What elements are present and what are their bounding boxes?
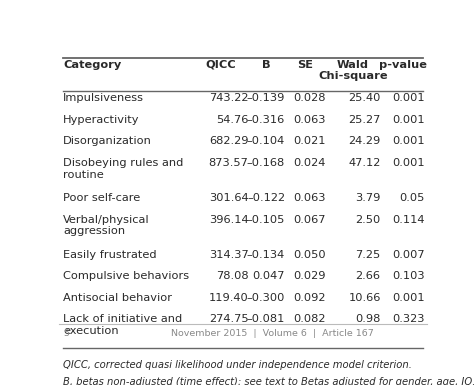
Text: 0.063: 0.063: [293, 193, 326, 203]
Text: 0.001: 0.001: [392, 93, 425, 103]
Text: 0.092: 0.092: [293, 293, 326, 303]
Text: Disobeying rules and
routine: Disobeying rules and routine: [63, 158, 183, 179]
Text: p-value: p-value: [379, 60, 427, 70]
Text: 0.028: 0.028: [293, 93, 326, 103]
Text: –0.168: –0.168: [247, 158, 285, 168]
Text: 0.050: 0.050: [293, 249, 326, 259]
Text: 314.37: 314.37: [209, 249, 248, 259]
Text: 274.75: 274.75: [209, 315, 248, 325]
Text: Easily frustrated: Easily frustrated: [63, 249, 156, 259]
Text: 78.08: 78.08: [216, 271, 248, 281]
Text: –0.300: –0.300: [247, 293, 285, 303]
Text: 3.79: 3.79: [356, 193, 381, 203]
Text: 0.98: 0.98: [356, 315, 381, 325]
Text: SE: SE: [297, 60, 313, 70]
Text: 0.323: 0.323: [392, 315, 425, 325]
Text: 2.66: 2.66: [356, 271, 381, 281]
Text: 2.50: 2.50: [356, 214, 381, 224]
Text: 119.40: 119.40: [209, 293, 248, 303]
Text: 0.021: 0.021: [293, 136, 326, 146]
Text: Verbal/physical
aggression: Verbal/physical aggression: [63, 214, 150, 236]
Text: –0.122: –0.122: [247, 193, 285, 203]
Text: 0.047: 0.047: [253, 271, 285, 281]
Text: Disorganization: Disorganization: [63, 136, 152, 146]
Text: 0.001: 0.001: [392, 293, 425, 303]
Text: 0.103: 0.103: [392, 271, 425, 281]
Text: 873.57: 873.57: [209, 158, 248, 168]
Text: 0.082: 0.082: [293, 315, 326, 325]
Text: –0.105: –0.105: [247, 214, 285, 224]
Text: Antisocial behavior: Antisocial behavior: [63, 293, 172, 303]
Text: 10.66: 10.66: [348, 293, 381, 303]
Text: 0.001: 0.001: [392, 158, 425, 168]
Text: –0.134: –0.134: [247, 249, 285, 259]
Text: 7.25: 7.25: [356, 249, 381, 259]
Text: 0.024: 0.024: [293, 158, 326, 168]
Text: 0.007: 0.007: [392, 249, 425, 259]
Text: Impulsiveness: Impulsiveness: [63, 93, 144, 103]
Text: 396.14: 396.14: [209, 214, 248, 224]
Text: QICC, corrected quasi likelihood under independence model criterion.: QICC, corrected quasi likelihood under i…: [63, 360, 412, 370]
Text: B: B: [263, 60, 271, 70]
Text: 5: 5: [63, 329, 69, 338]
Text: Lack of initiative and
execution: Lack of initiative and execution: [63, 315, 182, 336]
Text: 682.29: 682.29: [209, 136, 248, 146]
Text: 301.64: 301.64: [209, 193, 248, 203]
Text: QICC: QICC: [206, 60, 236, 70]
Text: Compulsive behaviors: Compulsive behaviors: [63, 271, 189, 281]
Text: Poor self-care: Poor self-care: [63, 193, 140, 203]
Text: 0.05: 0.05: [400, 193, 425, 203]
Text: 24.29: 24.29: [348, 136, 381, 146]
Text: 0.001: 0.001: [392, 115, 425, 125]
Text: 0.063: 0.063: [293, 115, 326, 125]
Text: B, betas non-adjusted (time effect); see text to Betas adjusted for gender, age,: B, betas non-adjusted (time effect); see…: [63, 377, 474, 385]
Text: 47.12: 47.12: [348, 158, 381, 168]
Text: 0.029: 0.029: [293, 271, 326, 281]
Text: 25.40: 25.40: [348, 93, 381, 103]
Text: 0.001: 0.001: [392, 136, 425, 146]
Text: 25.27: 25.27: [348, 115, 381, 125]
Text: 0.067: 0.067: [293, 214, 326, 224]
Text: –0.316: –0.316: [247, 115, 285, 125]
Text: 54.76: 54.76: [216, 115, 248, 125]
Text: November 2015  |  Volume 6  |  Article 167: November 2015 | Volume 6 | Article 167: [171, 329, 374, 338]
Text: –0.081: –0.081: [247, 315, 285, 325]
Text: –0.139: –0.139: [247, 93, 285, 103]
Text: Hyperactivity: Hyperactivity: [63, 115, 139, 125]
Text: Wald
Chi-square: Wald Chi-square: [319, 60, 388, 81]
Text: Category: Category: [63, 60, 121, 70]
Text: –0.104: –0.104: [247, 136, 285, 146]
Text: 743.22: 743.22: [209, 93, 248, 103]
Text: 0.114: 0.114: [392, 214, 425, 224]
